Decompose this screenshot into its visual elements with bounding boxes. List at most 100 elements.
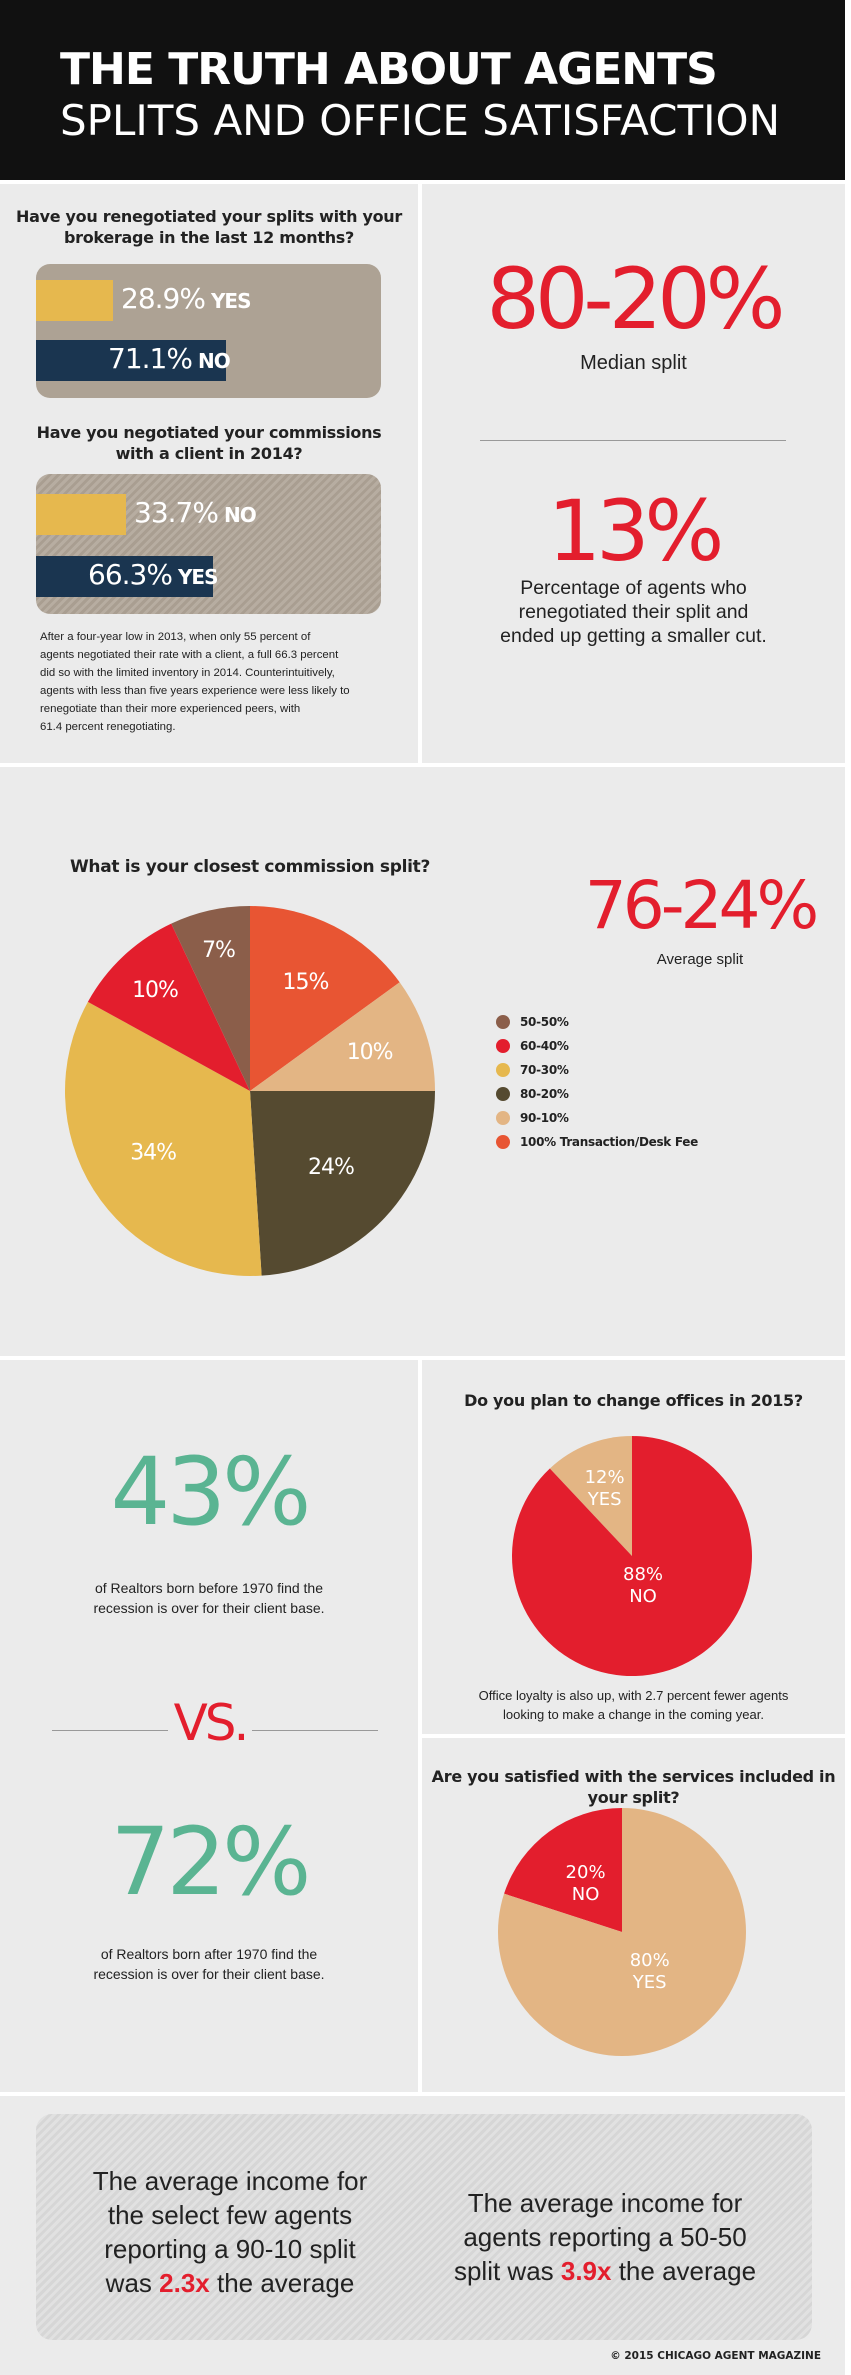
income-text: the average: [611, 2256, 757, 2286]
median-split-value: 80-20%: [486, 250, 786, 348]
legend-swatch: [496, 1111, 510, 1125]
legend-swatch: [496, 1039, 510, 1053]
income-text: the average: [209, 2268, 355, 2298]
caption-line: of Realtors born after 1970 find the: [100, 1946, 318, 1962]
yes-bar-value: 66.3% YES: [88, 558, 219, 591]
caption-line: renegotiated their split and: [518, 601, 749, 623]
pie-slice-label: NO: [629, 1586, 657, 1607]
pie-slice-label: NO: [572, 1884, 600, 1905]
services-satisfaction-pie-chart: 20%NO 80%YES: [498, 1808, 746, 2056]
average-split-label: Average split: [656, 951, 744, 968]
note-line: After a four-year low in 2013, when only…: [40, 631, 311, 643]
legend-label: 90-10%: [520, 1111, 569, 1125]
question-negotiated-commissions: Have you negotiated your commissions wit…: [0, 422, 418, 464]
header-banner: THE TRUTH ABOUT AGENTS SPLITS AND OFFICE…: [0, 0, 845, 180]
no-bar: [36, 494, 126, 535]
note-line: agents with less than five years experie…: [40, 685, 350, 697]
services-satisfaction-question: Are you satisfied with the services incl…: [431, 1767, 836, 1807]
income-line: agents reporting a 50-50: [463, 2222, 747, 2252]
negotiation-note: After a four-year low in 2013, when only…: [40, 628, 410, 736]
note-line: 61.4 percent renegotiating.: [40, 721, 176, 733]
legend-label: 80-20%: [520, 1087, 569, 1101]
legend-label: 50-50%: [520, 1015, 569, 1029]
commission-split-question: What is your closest commission split?: [69, 857, 431, 877]
pie-slice-90-10-: [250, 982, 435, 1091]
vs-divider-right: [252, 1730, 378, 1731]
after-1970-value: 72%: [110, 1808, 312, 1917]
recession-panel: 43% of Realtors born before 1970 find th…: [0, 1360, 418, 2092]
legend-label: 100% Transaction/Desk Fee: [520, 1135, 698, 1149]
title-line-1: THE TRUTH ABOUT AGENTS: [60, 44, 718, 95]
yes-bar: [36, 556, 213, 597]
office-change-question: Do you plan to change offices in 2015?: [464, 1391, 803, 1410]
smaller-cut-value: 13%: [547, 482, 725, 580]
office-change-pie-chart: 12%YES 88%NO: [512, 1436, 752, 1676]
income-line: The average income for: [92, 2166, 368, 2196]
copyright: © 2015 CHICAGO AGENT MAGAZINE: [610, 2350, 821, 2362]
pie-slice-label: 10%: [132, 978, 178, 1003]
question-renegotiated-splits: Have you renegotiated your splits with y…: [0, 206, 418, 248]
divider: [480, 440, 786, 441]
pie-slice-80-20-: [250, 1091, 435, 1276]
pie-slice-no: [504, 1808, 622, 1932]
income-box: [36, 2114, 812, 2340]
yes-percent: 66.3%: [88, 558, 173, 591]
income-line: split was 3.9x the average: [430, 2254, 780, 2288]
renegotiated-splits-bar-box: 28.9% YES 71.1% NO: [36, 264, 381, 398]
income-line: reporting a 90-10 split: [104, 2234, 356, 2264]
income-text: was: [105, 2268, 160, 2298]
pie-slice-label: 12%: [585, 1467, 625, 1488]
income-text: split was: [453, 2256, 561, 2286]
no-label: NO: [223, 503, 257, 527]
pie-slice-label: 10%: [347, 1040, 393, 1065]
median-split-label: Median split: [580, 352, 687, 374]
after-1970-caption: of Realtors born after 1970 find the rec…: [0, 1944, 418, 1984]
legend-label: 70-30%: [520, 1063, 569, 1077]
commission-split-pie-chart: 15% 10% 24% 34% 10% 7%: [64, 906, 435, 1276]
no-bar-value: 71.1% NO: [108, 342, 231, 375]
income-multiplier: 2.3x: [159, 2268, 210, 2298]
pie-slice-label: 15%: [282, 970, 328, 995]
title-line-2: SPLITS AND OFFICE SATISFACTION: [60, 96, 781, 145]
pie-slice-label: 80%: [630, 1950, 670, 1971]
question-line: brokerage in the last 12 months?: [63, 228, 355, 247]
note-line: Office loyalty is also up, with 2.7 perc…: [478, 1688, 789, 1703]
pie-slice-label: 7%: [202, 938, 235, 963]
caption-line: of Realtors born before 1970 find the: [94, 1580, 324, 1596]
legend-swatch: [496, 1063, 510, 1077]
note-line: looking to make a change in the coming y…: [503, 1707, 764, 1722]
pie-slice-50-50-: [171, 906, 250, 1091]
yes-label: YES: [177, 565, 219, 589]
no-bar-value: 33.7% NO: [134, 496, 257, 529]
services-satisfaction-panel: Are you satisfied with the services incl…: [422, 1738, 845, 2092]
commission-split-panel: What is your closest commission split? 1…: [0, 767, 845, 1356]
legend-swatch: [496, 1015, 510, 1029]
pie-slice-100-transaction-desk-fee: [250, 906, 400, 1091]
pie-slice-yes: [498, 1808, 746, 2056]
no-bar: [36, 340, 226, 381]
before-1970-caption: of Realtors born before 1970 find the re…: [0, 1578, 418, 1618]
negotiated-commissions-bar-box: 33.7% NO 66.3% YES: [36, 474, 381, 614]
income-multiplier: 3.9x: [560, 2256, 612, 2286]
income-line: was 2.3x the average: [60, 2266, 400, 2300]
office-change-note: Office loyalty is also up, with 2.7 perc…: [422, 1686, 845, 1724]
pie-slice-70-30-: [64, 1001, 262, 1276]
median-split-panel: 80-20% Median split 13% Percentage of ag…: [422, 184, 845, 763]
note-line: did so with the limited inventory in 201…: [40, 667, 335, 679]
legend-label: 60-40%: [520, 1039, 569, 1053]
pie-slice-label: 88%: [623, 1564, 663, 1585]
average-split-value: 76-24%: [584, 867, 820, 944]
legend-swatch: [496, 1087, 510, 1101]
pie-slice-yes: [549, 1436, 632, 1556]
income-line: The average income for: [467, 2188, 743, 2218]
pie-slice-label: YES: [587, 1489, 622, 1510]
income-50-50-text: The average income for agents reporting …: [430, 2186, 780, 2288]
pie-slice-label: YES: [632, 1972, 667, 1993]
office-change-panel: Do you plan to change offices in 2015? 1…: [422, 1360, 845, 1734]
note-line: renegotiate than their more experienced …: [40, 703, 301, 715]
vs-divider-left: [52, 1730, 168, 1731]
pie-slice-label: 34%: [130, 1140, 176, 1165]
no-percent: 33.7%: [134, 496, 219, 529]
caption-line: recession is over for their client base.: [93, 1600, 325, 1616]
vs-label: VS.: [173, 1694, 250, 1752]
